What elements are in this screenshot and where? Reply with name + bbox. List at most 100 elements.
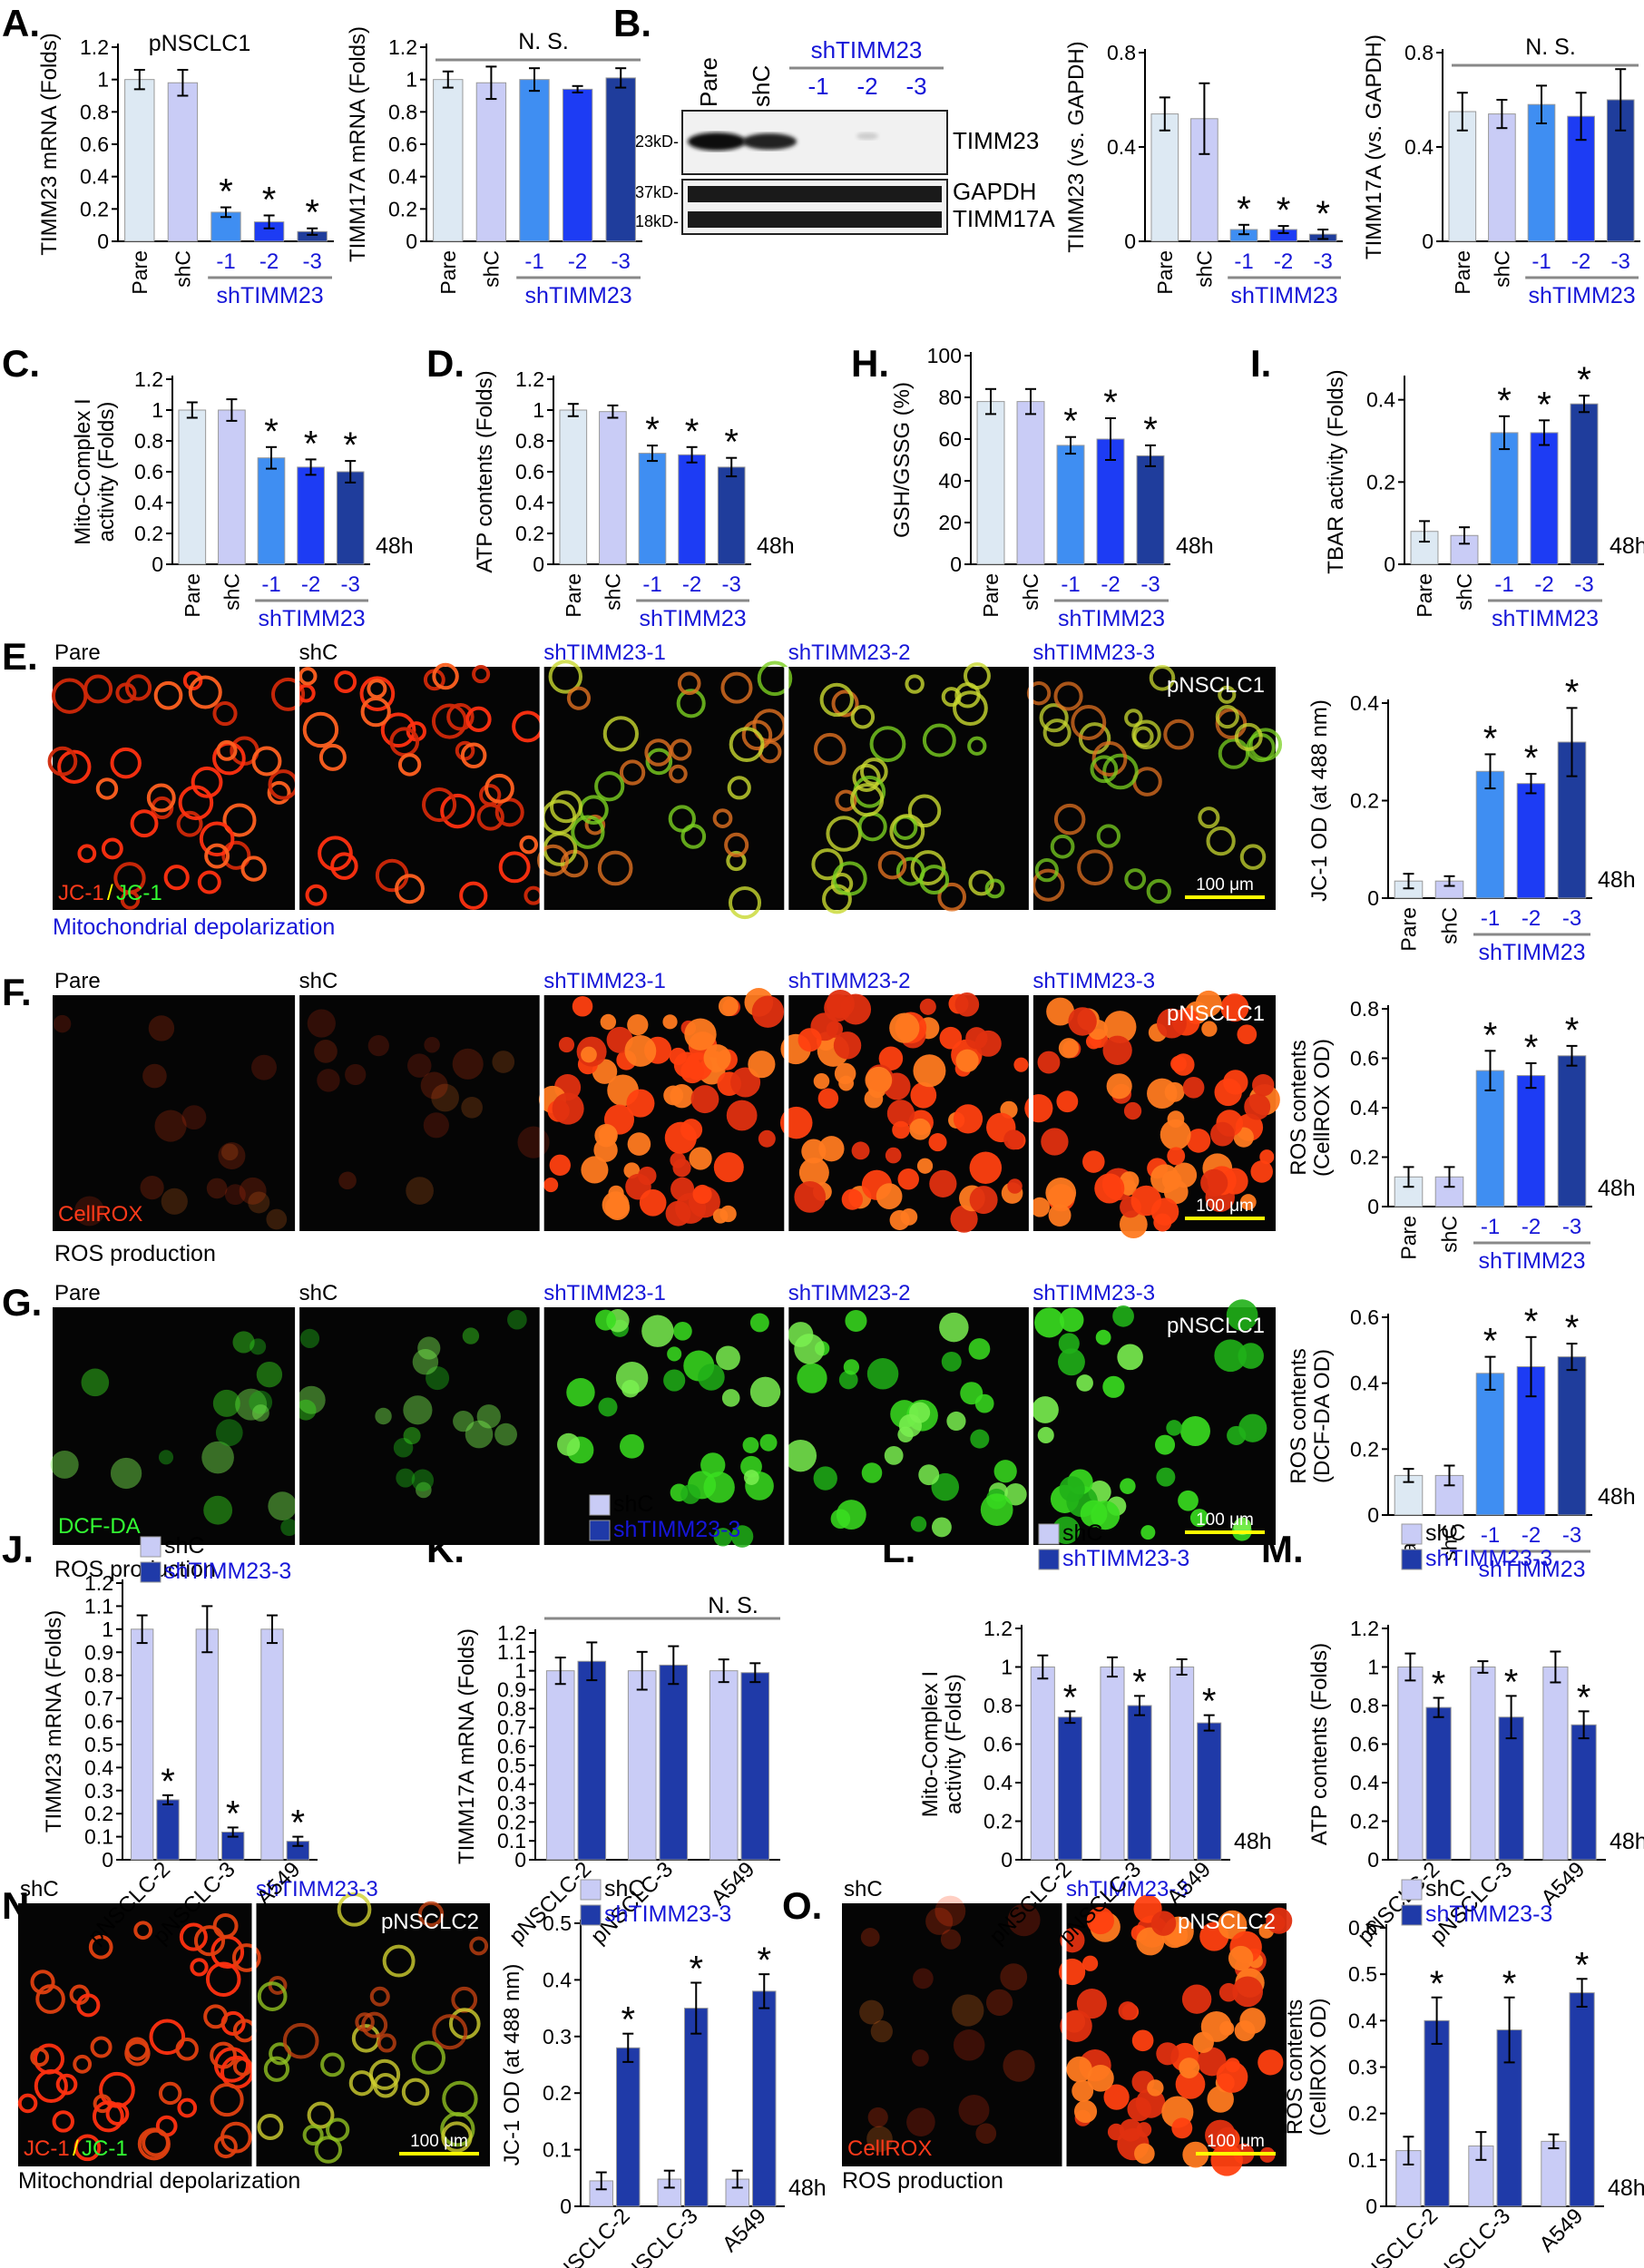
cell-blob (462, 1327, 480, 1344)
cell-blob (639, 1188, 667, 1217)
chart-o: 0 0.1 0.2 0.3 0.4 0.5 0.6 ROS contents (CellROX … (1283, 1876, 1644, 2268)
cell-blob (320, 2052, 345, 2077)
cell-blob (47, 746, 78, 777)
y-tick-label: 60 (938, 427, 962, 451)
cell-blob (602, 1191, 630, 1219)
group-label: shTIMM23 (1478, 1248, 1585, 1274)
chart-b2: 0 0.4 0.8 TIMM17A (vs. GAPDH) Pare shC -1 -2 -3 s… (1362, 34, 1640, 308)
cell-blob (865, 1066, 893, 1094)
y-axis-label: JC-1 OD (at 488 nm) (500, 1964, 524, 2166)
y-tick-label: 0.3 (497, 1792, 526, 1815)
cell-blob (142, 1063, 167, 1089)
x-tick-label: Pare (1451, 250, 1474, 295)
cell-blob (297, 1385, 326, 1414)
chart-a2: 0 0.2 0.4 0.6 0.8 1 1.2 TIMM17A mRNA (Folds) Par… (346, 26, 642, 308)
legend-label: shTIMM23-3 (1425, 1901, 1552, 1927)
cell-blob (125, 2037, 150, 2061)
cell-blob (302, 711, 339, 748)
legend-swatch (140, 1561, 161, 1583)
cell-blob (919, 998, 936, 1015)
cell-blob (382, 1944, 416, 1978)
cell-blob (558, 1036, 575, 1053)
y-tick-label: 0.4 (543, 1968, 572, 1991)
cell-blob (190, 1958, 209, 1977)
legend-swatch (140, 1536, 161, 1558)
cell-blob (850, 705, 876, 729)
cell-blob (669, 764, 688, 784)
x-tick-label: Pare (979, 573, 1003, 618)
panel-letter-o: O. (782, 1884, 822, 1927)
x-tick-label: -3 (612, 249, 631, 274)
scale-bar-label: 100 μm (1196, 875, 1254, 894)
y-tick-label: 0.3 (1348, 2056, 1377, 2079)
y-tick-label: 0.2 (515, 522, 544, 545)
chart-d: 0 0.2 0.4 0.6 0.8 1 1.2 ATP contents (Folds) Par… (473, 367, 795, 631)
cell-blob (251, 746, 282, 777)
cell-blob (954, 682, 981, 709)
y-tick-label: 0.6 (80, 132, 109, 156)
cell-blob (1163, 719, 1194, 750)
cell-blob (965, 1027, 988, 1050)
chart-n: 0 0.1 0.2 0.3 0.4 0.5 JC-1 OD (at 488 nm) * pNSC… (500, 1876, 827, 2268)
cell-blob (203, 2004, 229, 2029)
bar (1498, 1716, 1524, 1861)
column-label: shC (299, 640, 338, 665)
x-tick-label: shC (1192, 250, 1216, 288)
scale-bar-label: 100 μm (1207, 2132, 1265, 2151)
cell-blob (638, 1166, 657, 1186)
bar (740, 1672, 770, 1861)
scale-bar-label: 100 μm (1196, 1197, 1254, 1216)
significance-star: * (1524, 1028, 1539, 1068)
cell-blob (263, 2056, 290, 2082)
cell-blob (667, 1346, 682, 1362)
cell-line-label: pNSCLC1 (1167, 673, 1265, 698)
cell-blob (913, 1054, 946, 1088)
y-tick-label: 0.6 (388, 132, 417, 156)
bar (336, 471, 365, 565)
cell-blob (163, 865, 190, 891)
x-tick-label: Pare (562, 573, 585, 618)
y-tick-label: 0.6 (84, 1710, 113, 1734)
legend-label: shC (164, 1533, 204, 1559)
cell-blob (442, 2080, 478, 2117)
significance-star: * (1524, 1302, 1539, 1342)
cell-blob (1095, 1329, 1111, 1345)
panel-letter-d: D. (426, 342, 465, 385)
cell-blob (460, 742, 487, 769)
y-axis-label: TIMM17A mRNA (Folds) (346, 26, 370, 262)
cell-blob (1200, 1168, 1228, 1197)
cell-blob (1239, 1194, 1257, 1210)
cell-blob (1076, 1988, 1107, 2019)
significance-star: * (645, 410, 660, 450)
legend-swatch (1038, 1523, 1060, 1545)
cell-blob (257, 2114, 284, 2140)
y-axis-label: TIMM17A (vs. GAPDH) (1362, 34, 1386, 259)
cell-blob (133, 1921, 153, 1941)
time-note: 48h (1598, 1484, 1636, 1510)
stain-label-cellrox: CellROX (58, 1202, 142, 1227)
wb-band-timm23-pare (688, 132, 746, 151)
y-tick-label: 0.4 (388, 165, 417, 189)
bar (1567, 115, 1595, 242)
cell-blob (866, 2126, 893, 2153)
cell-blob (718, 996, 739, 1017)
y-tick-label: 1 (97, 68, 109, 92)
cell-blob (869, 726, 906, 763)
cell-blob (975, 2123, 997, 2145)
y-tick-label: 0 (102, 1848, 113, 1872)
significance-star: * (1565, 672, 1580, 712)
column-label: shTIMM23-2 (788, 640, 911, 665)
cell-blob (469, 1936, 489, 1956)
cell-blob (177, 2097, 198, 2118)
cell-blob (1150, 1911, 1177, 1936)
y-tick-label: 1 (152, 398, 163, 422)
cell-blob (813, 1072, 830, 1090)
y-tick-label: 0.9 (84, 1640, 113, 1664)
cell-blob (592, 1059, 618, 1084)
cell-blob (161, 1188, 188, 1215)
y-tick-label: 0.8 (983, 1694, 1013, 1717)
y-tick-label: 0.8 (497, 1696, 526, 1720)
cell-blob (492, 1051, 515, 1073)
y-tick-label: 0.4 (983, 1771, 1013, 1794)
